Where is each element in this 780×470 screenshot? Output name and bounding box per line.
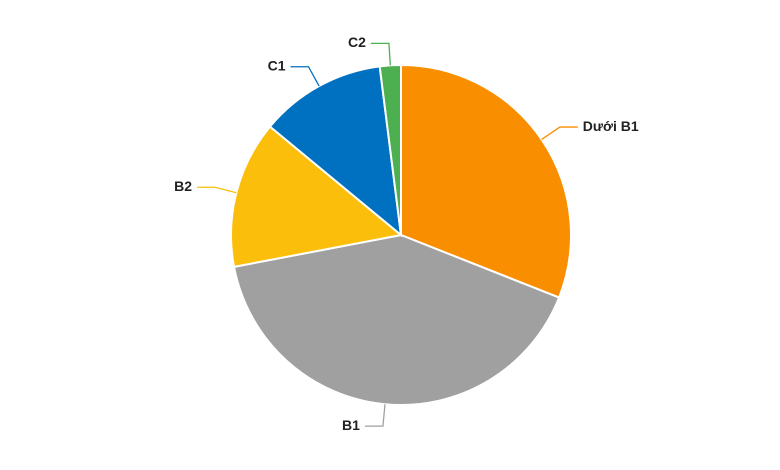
leader-line	[290, 66, 320, 87]
pie-slice	[268, 65, 403, 238]
pie-slice	[232, 233, 561, 406]
leader-line	[370, 42, 391, 66]
slice-label: C1	[268, 57, 286, 73]
slice-label: C2	[348, 34, 366, 50]
leader-line	[541, 126, 578, 140]
slice-label: Dưới B1	[583, 118, 639, 134]
pie-slice	[230, 125, 404, 269]
leader-line	[364, 404, 386, 427]
leader-line	[197, 186, 237, 194]
slice-label: B2	[174, 178, 192, 194]
slice-label: B1	[342, 417, 360, 433]
pie-slice	[400, 63, 572, 299]
